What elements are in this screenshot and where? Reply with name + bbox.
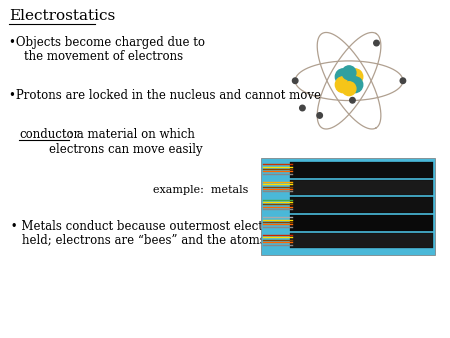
Circle shape: [339, 71, 359, 91]
Text: : a material on which: : a material on which: [69, 128, 195, 141]
Circle shape: [292, 78, 298, 83]
Circle shape: [400, 78, 405, 83]
Bar: [290, 180, 433, 195]
Bar: [290, 162, 433, 178]
Text: electrons can move easily: electrons can move easily: [19, 143, 203, 156]
Bar: [290, 233, 433, 248]
Text: held; electrons are “bees” and the atoms are “beehives”: held; electrons are “bees” and the atoms…: [7, 234, 358, 246]
Circle shape: [317, 113, 322, 118]
Text: conductor: conductor: [19, 128, 79, 141]
Circle shape: [347, 77, 363, 93]
Bar: [261, 158, 435, 255]
Circle shape: [300, 105, 305, 111]
Bar: [290, 197, 433, 213]
Text: example:  metals: example: metals: [153, 185, 248, 195]
Text: •Objects become charged due to: •Objects become charged due to: [9, 36, 205, 49]
Text: • Metals conduct because outermost electrons are loosely: • Metals conduct because outermost elect…: [7, 220, 358, 233]
Text: Electrostatics: Electrostatics: [9, 9, 116, 23]
Circle shape: [342, 66, 356, 80]
Circle shape: [350, 97, 355, 103]
Text: •Protons are locked in the nucleus and cannot move: •Protons are locked in the nucleus and c…: [9, 89, 321, 102]
Circle shape: [347, 69, 363, 85]
Circle shape: [335, 77, 351, 93]
Text: the movement of electrons: the movement of electrons: [9, 50, 183, 63]
Circle shape: [374, 40, 379, 46]
Circle shape: [342, 82, 356, 96]
Circle shape: [335, 69, 351, 85]
Bar: [290, 215, 433, 231]
